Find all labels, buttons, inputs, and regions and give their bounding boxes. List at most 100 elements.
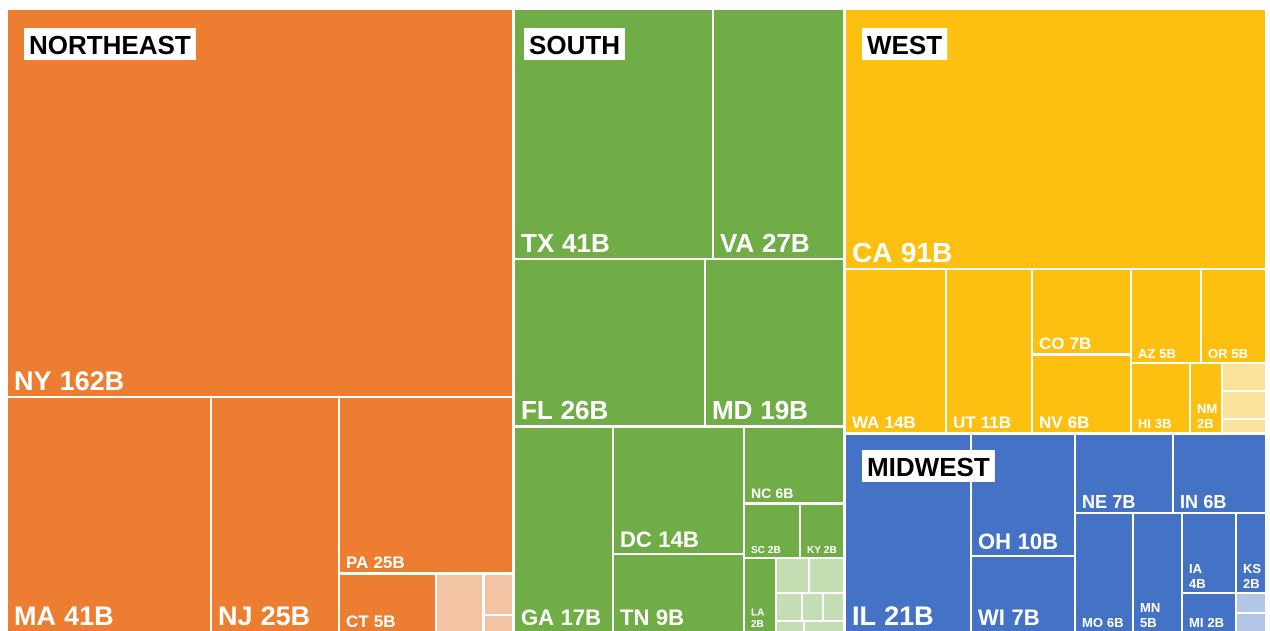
region-title-box <box>862 28 948 60</box>
state-value: 7B <box>1070 334 1092 353</box>
state-name: SC <box>751 545 765 556</box>
region-title: NORTHEAST <box>29 30 191 60</box>
tile <box>777 559 808 592</box>
region-title-box <box>862 450 995 482</box>
tile-label: MO 6B <box>1082 615 1123 630</box>
tile-label: MA 41B <box>14 601 114 631</box>
tile-label: WA 14B <box>852 413 916 432</box>
state-value: 6B <box>1203 492 1226 512</box>
tile-label: VA 27B <box>720 228 810 258</box>
state-name: NC <box>751 485 771 501</box>
tile <box>777 594 801 620</box>
tile <box>801 505 843 557</box>
state-value: 19B <box>760 395 808 425</box>
tile <box>810 559 843 592</box>
state-value: 2B <box>751 619 764 630</box>
tile-label: SC 2B <box>751 545 781 556</box>
tile-label: UT 11B <box>953 413 1011 432</box>
state-name: FL <box>521 395 553 425</box>
region-title-box <box>524 28 625 60</box>
state-name: OH <box>978 529 1011 554</box>
state-value: 6B <box>1068 413 1090 432</box>
state-name: WI <box>978 605 1005 630</box>
tile-label: CA 91B <box>852 237 952 268</box>
tile-label: NJ 25B <box>218 601 310 631</box>
state-value: 2B <box>1197 416 1214 431</box>
state-value: 162B <box>60 366 125 396</box>
state-name: KY <box>807 545 821 556</box>
state-value: 5B <box>1159 346 1176 361</box>
state-value: 41B <box>562 228 610 258</box>
state-value: 26B <box>561 395 609 425</box>
state-name: AZ <box>1138 346 1155 361</box>
tile-label: OH 10B <box>978 529 1058 554</box>
state-name: IL <box>852 601 876 631</box>
region: NY 162B MA 41B NJ 25B PA 25B CT 5B NORTHEAST <box>8 10 512 631</box>
state-name: NV <box>1039 413 1063 432</box>
state-name: OR <box>1208 346 1228 361</box>
tile <box>340 398 512 572</box>
tile <box>1237 594 1265 612</box>
state-value: 5B <box>374 612 396 631</box>
state-value: 5B <box>1231 346 1248 361</box>
tile-label: LA 2B <box>751 608 764 631</box>
tile <box>614 428 743 553</box>
state-name: UT <box>953 413 976 432</box>
state-name: PA <box>346 553 368 572</box>
state-name: NE <box>1082 492 1107 512</box>
region: TX 41B VA 27B FL 26B MD 19B GA 17B DC 14B TN 9B NC 6B SC… <box>515 10 843 631</box>
region-title: MIDWEST <box>867 452 990 482</box>
tile-label: WI 7B <box>978 605 1040 630</box>
tile-label: NY 162B <box>14 366 124 396</box>
tile <box>212 398 338 631</box>
state-name: MD <box>712 395 752 425</box>
tile <box>1202 270 1265 362</box>
tile <box>1132 364 1189 432</box>
tile-label: KS 2B <box>1243 561 1261 591</box>
tile <box>805 622 843 631</box>
state-name: NJ <box>218 601 253 631</box>
state-value: 25B <box>261 601 311 631</box>
state-value: 10B <box>1018 529 1058 554</box>
state-value: 14B <box>658 527 698 552</box>
tile <box>1076 514 1132 631</box>
state-name: MO <box>1082 615 1103 630</box>
state-name: HI <box>1138 416 1151 431</box>
tile <box>1183 514 1235 592</box>
tile-label: NC 6B <box>751 485 793 501</box>
tile-label: KY 2B <box>807 545 837 556</box>
tile-label: IA 4B <box>1189 561 1206 591</box>
tile <box>437 575 482 631</box>
state-value: 2B <box>824 545 837 556</box>
tile <box>1223 392 1265 418</box>
state-value: 4B <box>1189 576 1206 591</box>
state-value: 6B <box>1107 615 1124 630</box>
tile <box>803 594 822 620</box>
tile-label: CT 5B <box>346 612 396 631</box>
state-name: KS <box>1243 561 1261 576</box>
tile <box>1223 364 1265 390</box>
tile-label: MD 19B <box>712 395 808 425</box>
tile <box>515 428 612 631</box>
state-name: NY <box>14 366 52 396</box>
state-value: 9B <box>656 605 684 630</box>
tile-label: NV 6B <box>1039 413 1089 432</box>
state-value: 11B <box>981 413 1011 432</box>
region-title-box <box>24 28 196 60</box>
state-name: MA <box>14 601 56 631</box>
state-value: 2B <box>1207 615 1224 630</box>
tile <box>1033 270 1130 353</box>
tile <box>8 10 512 396</box>
state-value: 21B <box>884 601 934 631</box>
tile-label: IL 21B <box>852 601 934 631</box>
tile <box>1134 514 1181 631</box>
state-value: 7B <box>1112 492 1135 512</box>
tile-label: HI 3B <box>1138 416 1172 431</box>
tile <box>714 10 843 258</box>
state-value: 41B <box>64 601 114 631</box>
tile <box>777 622 803 631</box>
state-name: CA <box>852 237 892 268</box>
tile-label: MI 2B <box>1189 615 1224 630</box>
